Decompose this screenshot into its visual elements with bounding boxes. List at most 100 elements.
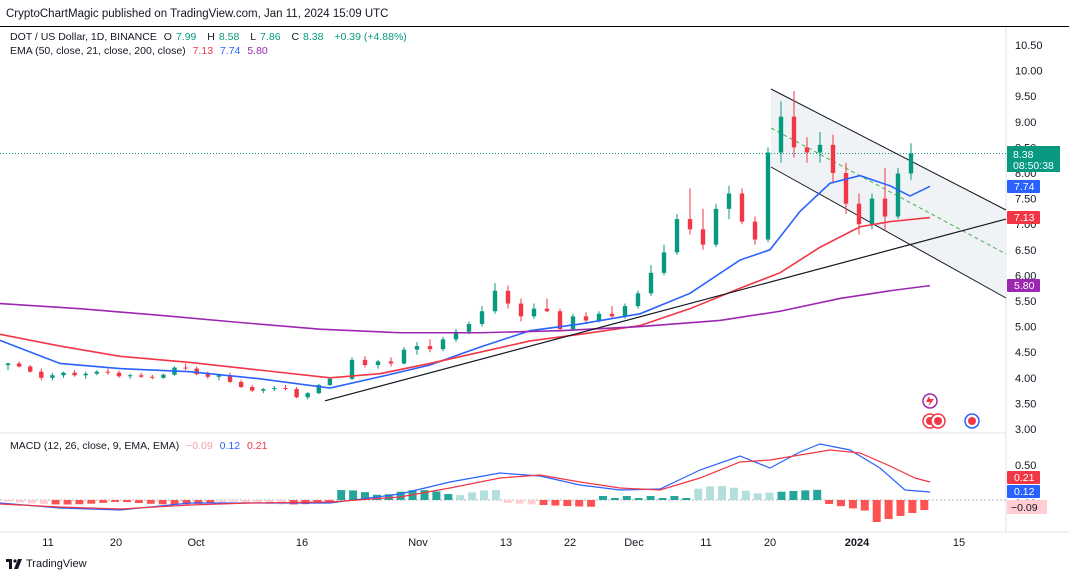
macd-hist-badge-bg bbox=[1007, 500, 1047, 514]
ohlc-close: C 8.38 bbox=[291, 31, 327, 43]
candle-body bbox=[50, 375, 55, 378]
candle-body bbox=[28, 366, 33, 372]
macd-histogram-bar bbox=[575, 500, 584, 507]
candle-body bbox=[327, 378, 333, 385]
descending-channel[interactable] bbox=[0, 88, 1007, 299]
time-tick-label: 15 bbox=[953, 537, 965, 549]
price-tick-label: 5.00 bbox=[1015, 322, 1036, 334]
economic-event-icon-dot bbox=[968, 417, 976, 425]
candle-body bbox=[531, 308, 537, 317]
macd-histogram-bar bbox=[420, 490, 429, 500]
macd-histogram-bar bbox=[337, 490, 346, 500]
ema-legend[interactable]: EMA (50, close, 21, close, 200, close) 7… bbox=[10, 45, 272, 57]
macd-line-value: 0.12 bbox=[219, 440, 241, 452]
ema-label: EMA (50, close, 21, close, 200, close) bbox=[10, 45, 186, 57]
ema50-value: 7.13 bbox=[192, 45, 214, 57]
macd-histogram-bar bbox=[349, 490, 358, 500]
header-divider bbox=[0, 26, 1069, 27]
macd-histogram-bar bbox=[515, 500, 524, 504]
ohlc-open: O 7.99 bbox=[164, 31, 201, 43]
price-axis[interactable]: 10.5010.009.509.008.508.007.507.006.506.… bbox=[1015, 40, 1043, 510]
candle-body bbox=[492, 290, 498, 312]
candle-body bbox=[375, 361, 381, 365]
macd-histogram-bar bbox=[801, 490, 810, 500]
candle-body bbox=[622, 306, 628, 317]
ohlc-low: L 7.86 bbox=[250, 31, 284, 43]
candle-body bbox=[316, 384, 321, 394]
candle-body bbox=[183, 367, 188, 369]
macd-histogram-bar bbox=[384, 494, 393, 500]
price-tick-label: 6.50 bbox=[1015, 245, 1036, 257]
macd-histogram-bar bbox=[753, 493, 762, 500]
macd-histogram-bar bbox=[610, 498, 619, 500]
macd-histogram-bar bbox=[253, 500, 262, 504]
macd-histogram-bar bbox=[837, 500, 845, 507]
channel-upper-line bbox=[770, 88, 1007, 211]
candle-body bbox=[238, 381, 244, 388]
close-value: 8.38 bbox=[303, 31, 324, 43]
candle-body bbox=[570, 316, 576, 330]
macd-histogram-bar bbox=[206, 500, 215, 504]
last-price-badge: 8.38 bbox=[1013, 149, 1034, 161]
macd-histogram-bar bbox=[51, 500, 60, 505]
macd-histogram-bar bbox=[325, 500, 334, 503]
macd-histogram-bar bbox=[444, 493, 453, 500]
macd-histogram-bar bbox=[75, 500, 84, 505]
price-tick-label: 10.50 bbox=[1015, 40, 1043, 52]
time-tick-label: 2024 bbox=[845, 537, 870, 549]
candles-layer bbox=[5, 91, 914, 400]
countdown-badge: 08:50:38 bbox=[1013, 160, 1054, 172]
macd-legend[interactable]: MACD (12, 26, close, 9, EMA, EMA) −0.09 … bbox=[10, 440, 271, 452]
candle-body bbox=[116, 372, 122, 377]
ohlc-high: H 8.58 bbox=[207, 31, 243, 43]
macd-histogram-bar bbox=[908, 500, 917, 513]
time-tick-label: 16 bbox=[296, 537, 308, 549]
time-tick-label: 11 bbox=[42, 537, 53, 549]
low-label: L bbox=[250, 31, 257, 43]
candle-body bbox=[830, 144, 836, 173]
time-axis[interactable]: 11 20 Oct 16 Nov 13 22 Dec 11 20 2024 15 bbox=[42, 537, 965, 549]
candle-body bbox=[105, 371, 111, 373]
change-value: +0.39 (+4.88%) bbox=[334, 31, 407, 43]
macd-histogram-bar bbox=[123, 500, 131, 503]
candle-body bbox=[427, 346, 433, 350]
ema200-badge: 5.80 bbox=[1014, 280, 1035, 292]
macd-histogram-bar bbox=[15, 500, 24, 503]
candle-body bbox=[362, 359, 368, 365]
publish-header: CryptoChartMagic published on TradingVie… bbox=[6, 8, 389, 20]
price-legend[interactable]: DOT / US Dollar, 1D, BINANCE O 7.99 H 8.58… bbox=[10, 31, 411, 43]
macd-histogram-bar bbox=[218, 500, 227, 503]
candle-body bbox=[596, 313, 602, 321]
candle-body bbox=[856, 203, 862, 225]
high-label: H bbox=[207, 31, 215, 43]
candle-body bbox=[272, 388, 277, 390]
ema21-badge-bg bbox=[1007, 180, 1040, 193]
lightning-icon bbox=[926, 396, 934, 407]
ema21-value: 7.74 bbox=[219, 45, 241, 57]
macd-histogram-bar bbox=[634, 498, 643, 500]
candle-body bbox=[205, 374, 210, 377]
macd-histogram-bar bbox=[527, 500, 536, 505]
open-label: O bbox=[163, 31, 172, 43]
candle-body bbox=[139, 375, 144, 377]
trendline[interactable] bbox=[324, 218, 1007, 402]
macd-histogram-bar bbox=[920, 500, 929, 510]
macd-histogram-bar bbox=[884, 500, 893, 519]
candle-body bbox=[804, 147, 810, 153]
event-icons[interactable] bbox=[922, 393, 980, 429]
candle-body bbox=[544, 308, 550, 312]
candle-body bbox=[94, 371, 99, 374]
tradingview-logo-icon bbox=[6, 559, 22, 569]
macd-signal-line bbox=[0, 449, 931, 510]
candle-body bbox=[127, 375, 133, 377]
footer[interactable]: TradingView bbox=[6, 558, 87, 570]
macd-histogram-bar bbox=[158, 500, 167, 505]
macd-histogram-bar bbox=[813, 489, 822, 500]
candle-body bbox=[305, 393, 310, 398]
macd-histogram-bar bbox=[170, 500, 179, 505]
macd-histogram-bar bbox=[860, 500, 869, 511]
ema200-badge-bg bbox=[1007, 279, 1040, 292]
candle-body bbox=[5, 363, 11, 365]
macd-hist-badge: −0.09 bbox=[1011, 502, 1038, 514]
